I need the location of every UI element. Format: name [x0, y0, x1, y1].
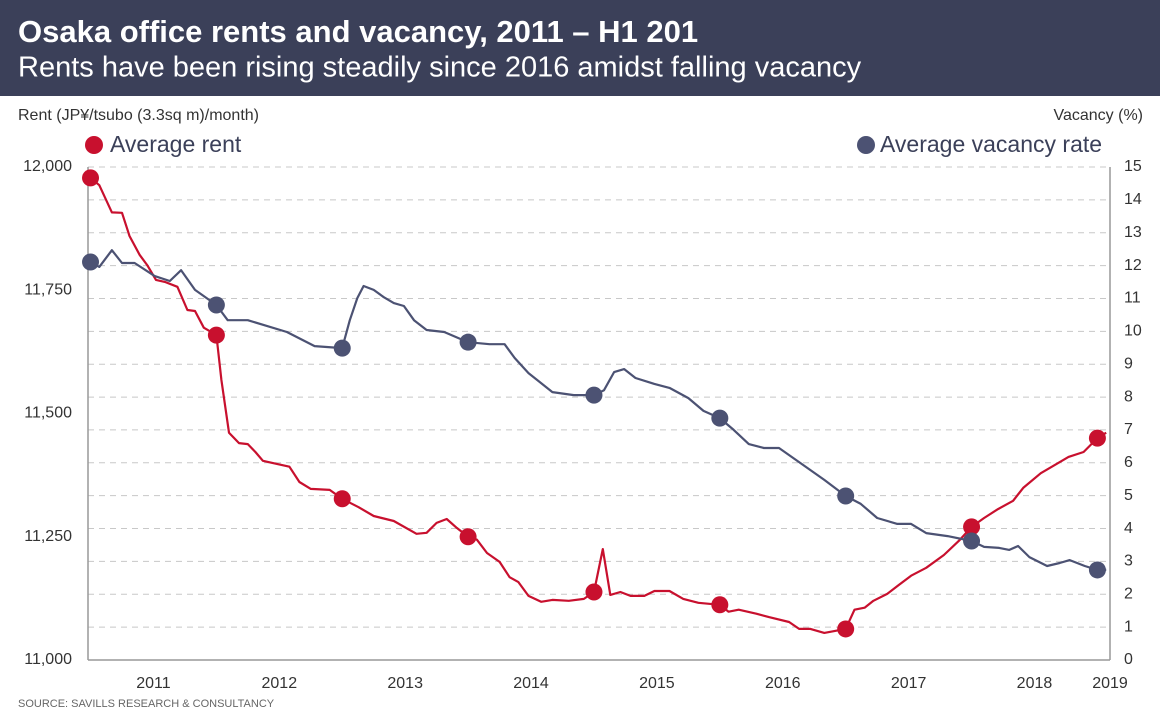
data-point [711, 409, 729, 427]
data-point [459, 333, 477, 351]
legend-label: Average vacancy rate [880, 131, 1102, 157]
y2-tick-label: 3 [1124, 553, 1133, 570]
data-point [1088, 561, 1106, 579]
series-line [89, 176, 1107, 634]
y2-tick-label: 5 [1124, 487, 1133, 504]
x-tick-label: 2014 [513, 675, 549, 692]
x-tick-label: 2018 [1017, 675, 1053, 692]
y-tick-label: 11,250 [24, 528, 72, 545]
y2-tick-label: 13 [1124, 224, 1142, 241]
data-point [963, 532, 981, 550]
data-point [585, 583, 603, 601]
y2-tick-label: 10 [1124, 323, 1142, 340]
y2-tick-label: 11 [1124, 290, 1141, 307]
y2-tick-label: 2 [1124, 585, 1133, 602]
y-tick-label: 11,500 [24, 405, 72, 422]
y2-tick-label: 12 [1124, 257, 1142, 274]
data-point [207, 296, 225, 314]
y2-axis-label: Vacancy (%) [1053, 107, 1143, 124]
x-tick-label: 2013 [387, 675, 423, 692]
data-point [82, 169, 100, 187]
source-note: SOURCE: SAVILLS RESEARCH & CONSULTANCY [18, 698, 275, 710]
data-point [837, 620, 855, 638]
data-point [333, 339, 351, 357]
data-point [459, 528, 477, 546]
y2-tick-label: 7 [1124, 421, 1133, 438]
legend-label: Average rent [110, 131, 242, 157]
y2-tick-label: 8 [1124, 388, 1133, 405]
y-tick-label: 11,750 [24, 281, 72, 298]
y2-tick-label: 4 [1124, 520, 1133, 537]
x-tick-label: 2017 [891, 675, 927, 692]
chart-subtitle: Rents have been rising steadily since 20… [18, 52, 862, 84]
data-point [1088, 429, 1106, 447]
legend-swatch [85, 136, 103, 154]
x-tick-label: 2011 [136, 675, 171, 692]
y2-tick-label: 6 [1124, 454, 1133, 471]
x-tick-label: 2012 [262, 675, 298, 692]
data-point [333, 490, 351, 508]
data-point [963, 518, 981, 536]
x-tick-label: 2016 [765, 675, 801, 692]
y2-tick-label: 9 [1124, 355, 1133, 372]
y2-tick-label: 1 [1124, 618, 1133, 635]
y2-tick-label: 0 [1124, 651, 1133, 668]
y-axis-label: Rent (JP¥/tsubo (3.3sq m)/month) [18, 107, 259, 124]
y2-tick-label: 15 [1124, 158, 1142, 175]
data-point [82, 253, 100, 271]
x-tick-label: 2015 [639, 675, 675, 692]
legend-swatch [857, 136, 875, 154]
data-point [585, 386, 603, 404]
data-point [711, 596, 729, 614]
data-point [207, 326, 225, 344]
header-band [0, 0, 1160, 96]
y2-tick-label: 14 [1124, 191, 1142, 208]
y-tick-label: 12,000 [23, 158, 72, 175]
x-tick-label: 2019 [1092, 675, 1128, 692]
data-point [837, 487, 855, 505]
chart-title: Osaka office rents and vacancy, 2011 – H… [18, 14, 698, 49]
y-tick-label: 11,000 [24, 651, 72, 668]
